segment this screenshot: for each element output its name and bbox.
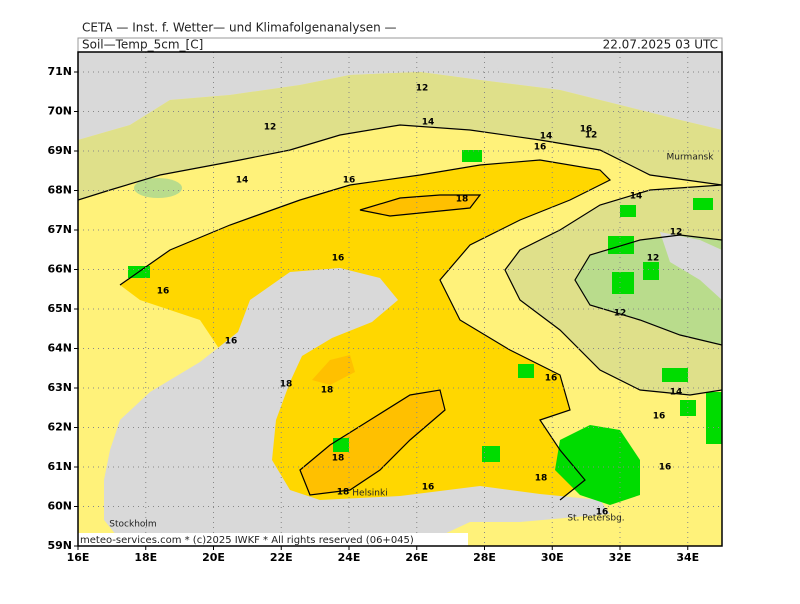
contour-label: 18 bbox=[535, 474, 548, 484]
lat-label: 70N bbox=[47, 105, 72, 118]
lat-label: 68N bbox=[47, 184, 72, 197]
place-label: St. Petersbg. bbox=[567, 514, 624, 524]
contour-line bbox=[78, 124, 722, 201]
contour-line bbox=[299, 389, 446, 496]
lon-label: 32E bbox=[609, 551, 632, 564]
contour-line bbox=[574, 234, 722, 346]
band-above-18 bbox=[360, 195, 480, 216]
lake bbox=[608, 236, 634, 254]
contour-label: 12 bbox=[585, 131, 598, 141]
contour-label: 12 bbox=[264, 123, 277, 133]
land-sweden bbox=[78, 420, 120, 546]
lake bbox=[620, 205, 636, 217]
lon-label: 34E bbox=[676, 551, 699, 564]
contour-label: 14 bbox=[236, 176, 249, 186]
contour-label: 12 bbox=[670, 228, 683, 238]
lat-label: 67N bbox=[47, 223, 72, 236]
band-above-18 bbox=[312, 355, 355, 385]
lon-label: 28E bbox=[473, 551, 496, 564]
lat-label: 62N bbox=[47, 421, 72, 434]
lat-label: 66N bbox=[47, 263, 72, 276]
lon-label: 20E bbox=[202, 551, 225, 564]
lake bbox=[643, 262, 659, 280]
lon-label: 22E bbox=[270, 551, 293, 564]
lake bbox=[706, 392, 722, 444]
contour-label: 16 bbox=[332, 254, 345, 264]
contour-line bbox=[504, 184, 722, 396]
contour-label: 18 bbox=[456, 195, 469, 205]
lake bbox=[662, 368, 688, 382]
place-label: Murmansk bbox=[667, 153, 715, 163]
contours bbox=[78, 124, 722, 501]
contour-label: 12 bbox=[416, 84, 429, 94]
lake bbox=[693, 198, 713, 210]
lake bbox=[612, 272, 634, 294]
contour-label: 14 bbox=[540, 132, 553, 142]
contour-label: 18 bbox=[321, 386, 334, 396]
lon-label: 24E bbox=[338, 551, 361, 564]
contour-label: 16 bbox=[545, 374, 558, 384]
place-label: Stockholm bbox=[109, 520, 156, 530]
parameter: Soil—Temp_5cm_[C] bbox=[82, 38, 203, 52]
contour-label: 18 bbox=[280, 380, 293, 390]
lake bbox=[482, 446, 500, 462]
map-frame bbox=[77, 51, 723, 547]
contour-label: 16 bbox=[659, 463, 672, 473]
lat-label: 71N bbox=[47, 65, 72, 78]
lat-label: 61N bbox=[47, 460, 72, 473]
contour-label: 12 bbox=[614, 309, 627, 319]
footer-bg bbox=[78, 533, 468, 546]
lake bbox=[462, 150, 482, 162]
contour-label: 12 bbox=[647, 254, 660, 264]
contour-label: 14 bbox=[670, 388, 683, 398]
contour-label: 16 bbox=[534, 143, 547, 153]
lon-label: 16E bbox=[67, 551, 90, 564]
lon-label: 18E bbox=[134, 551, 157, 564]
contour-label: 16 bbox=[653, 412, 666, 422]
lat-label: 59N bbox=[47, 539, 72, 552]
contour-line bbox=[359, 194, 482, 217]
contour-label: 18 bbox=[332, 454, 345, 464]
place-label: Helsinki bbox=[352, 489, 387, 499]
contour-label: 16 bbox=[157, 287, 170, 297]
band-above-18 bbox=[300, 390, 445, 495]
contour-label: 16 bbox=[596, 508, 609, 518]
white-sea bbox=[660, 232, 722, 300]
band-12-14 bbox=[78, 72, 722, 200]
gulf-of-bothnia bbox=[104, 268, 610, 546]
contour-label: 16 bbox=[225, 337, 238, 347]
lat-label: 64N bbox=[47, 342, 72, 355]
lat-label: 69N bbox=[47, 144, 72, 157]
lat-label: 63N bbox=[47, 381, 72, 394]
lat-label: 60N bbox=[47, 500, 72, 513]
contour-label: 16 bbox=[580, 125, 593, 135]
contour-label: 14 bbox=[422, 118, 435, 128]
lake bbox=[555, 425, 640, 505]
contour-label: 16 bbox=[343, 176, 356, 186]
title: CETA — Inst. f. Wetter— und Klimafolgena… bbox=[82, 21, 397, 35]
valid-time: 22.07.2025 03 UTC bbox=[603, 38, 718, 52]
barents-sea bbox=[78, 52, 722, 128]
contour-label: 18 bbox=[337, 488, 350, 498]
contour-label: 16 bbox=[422, 483, 435, 493]
map-area: meteo-services.com * (c)2025 IWKF * All … bbox=[78, 52, 722, 546]
lat-label: 65N bbox=[47, 302, 72, 315]
lon-label: 30E bbox=[541, 551, 564, 564]
lake bbox=[333, 438, 349, 452]
lake bbox=[518, 364, 534, 378]
footer: meteo-services.com * (c)2025 IWKF * All … bbox=[80, 535, 414, 546]
contour-label: 14 bbox=[630, 192, 643, 202]
lon-label: 26E bbox=[405, 551, 428, 564]
contour-line bbox=[119, 159, 612, 501]
